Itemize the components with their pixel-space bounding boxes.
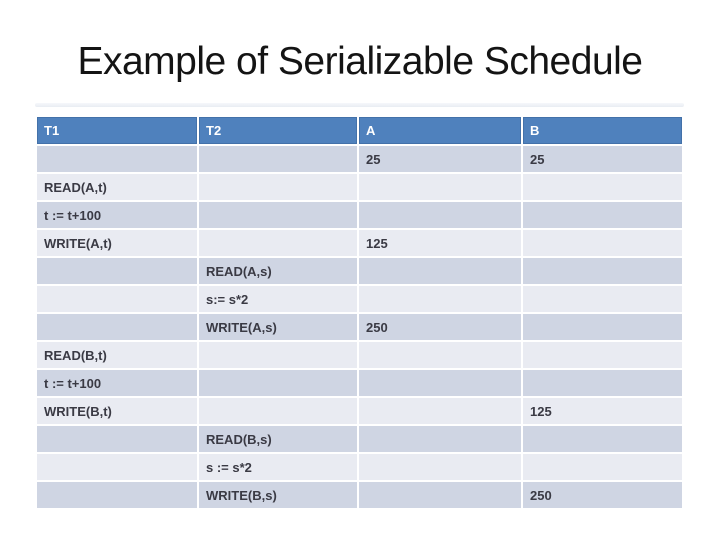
table-body: 25 25 READ(A,t) t := t+100 WRITE(A,t) 125 READ… <box>37 146 682 508</box>
cell-t2: s:= s*2 <box>199 286 357 312</box>
table-row: WRITE(A,t) 125 <box>37 230 682 256</box>
cell-t2: READ(B,s) <box>199 426 357 452</box>
cell-a: 25 <box>359 146 521 172</box>
cell-t1 <box>37 286 197 312</box>
cell-a <box>359 342 521 368</box>
cell-a <box>359 174 521 200</box>
cell-b <box>523 454 682 480</box>
cell-a <box>359 398 521 424</box>
cell-b <box>523 202 682 228</box>
cell-a <box>359 426 521 452</box>
cell-b: 25 <box>523 146 682 172</box>
column-header-t2: T2 <box>199 117 357 144</box>
cell-t1 <box>37 146 197 172</box>
cell-t1: READ(A,t) <box>37 174 197 200</box>
cell-b <box>523 426 682 452</box>
column-header-b: B <box>523 117 682 144</box>
cell-a: 125 <box>359 230 521 256</box>
cell-t1: READ(B,t) <box>37 342 197 368</box>
cell-t1 <box>37 454 197 480</box>
table-header: T1 T2 A B <box>37 117 682 144</box>
table-top-shadow <box>35 103 684 107</box>
cell-t1: t := t+100 <box>37 370 197 396</box>
cell-t2: s := s*2 <box>199 454 357 480</box>
cell-t1 <box>37 314 197 340</box>
cell-t1 <box>37 258 197 284</box>
cell-t2: WRITE(B,s) <box>199 482 357 508</box>
cell-t2 <box>199 202 357 228</box>
cell-t2 <box>199 230 357 256</box>
cell-b <box>523 342 682 368</box>
cell-t2 <box>199 398 357 424</box>
schedule-table: T1 T2 A B 25 25 READ(A,t) t := t+100 WRITE(A,t)… <box>35 115 684 510</box>
table-row: 25 25 <box>37 146 682 172</box>
cell-a <box>359 286 521 312</box>
cell-b <box>523 258 682 284</box>
table-header-row: T1 T2 A B <box>37 117 682 144</box>
cell-t1: WRITE(A,t) <box>37 230 197 256</box>
table-row: READ(A,t) <box>37 174 682 200</box>
cell-b <box>523 230 682 256</box>
cell-a <box>359 370 521 396</box>
cell-b: 250 <box>523 482 682 508</box>
cell-t2: READ(A,s) <box>199 258 357 284</box>
slide-title: Example of Serializable Schedule <box>77 40 643 83</box>
table-row: READ(A,s) <box>37 258 682 284</box>
column-header-a: A <box>359 117 521 144</box>
table-row: READ(B,s) <box>37 426 682 452</box>
cell-t1 <box>37 426 197 452</box>
table-row: s := s*2 <box>37 454 682 480</box>
cell-t2 <box>199 342 357 368</box>
cell-t1: WRITE(B,t) <box>37 398 197 424</box>
cell-a <box>359 258 521 284</box>
cell-a <box>359 482 521 508</box>
cell-b <box>523 174 682 200</box>
table-row: t := t+100 <box>37 202 682 228</box>
cell-a: 250 <box>359 314 521 340</box>
cell-b <box>523 286 682 312</box>
table-row: WRITE(B,s) 250 <box>37 482 682 508</box>
cell-t2 <box>199 174 357 200</box>
cell-t2 <box>199 370 357 396</box>
table-row: s:= s*2 <box>37 286 682 312</box>
cell-b: 125 <box>523 398 682 424</box>
table-row: READ(B,t) <box>37 342 682 368</box>
cell-t2 <box>199 146 357 172</box>
cell-t2: WRITE(A,s) <box>199 314 357 340</box>
cell-t1: t := t+100 <box>37 202 197 228</box>
cell-b <box>523 314 682 340</box>
table-row: WRITE(B,t) 125 <box>37 398 682 424</box>
column-header-t1: T1 <box>37 117 197 144</box>
cell-a <box>359 202 521 228</box>
cell-a <box>359 454 521 480</box>
table-row: WRITE(A,s) 250 <box>37 314 682 340</box>
table-row: t := t+100 <box>37 370 682 396</box>
cell-b <box>523 370 682 396</box>
cell-t1 <box>37 482 197 508</box>
